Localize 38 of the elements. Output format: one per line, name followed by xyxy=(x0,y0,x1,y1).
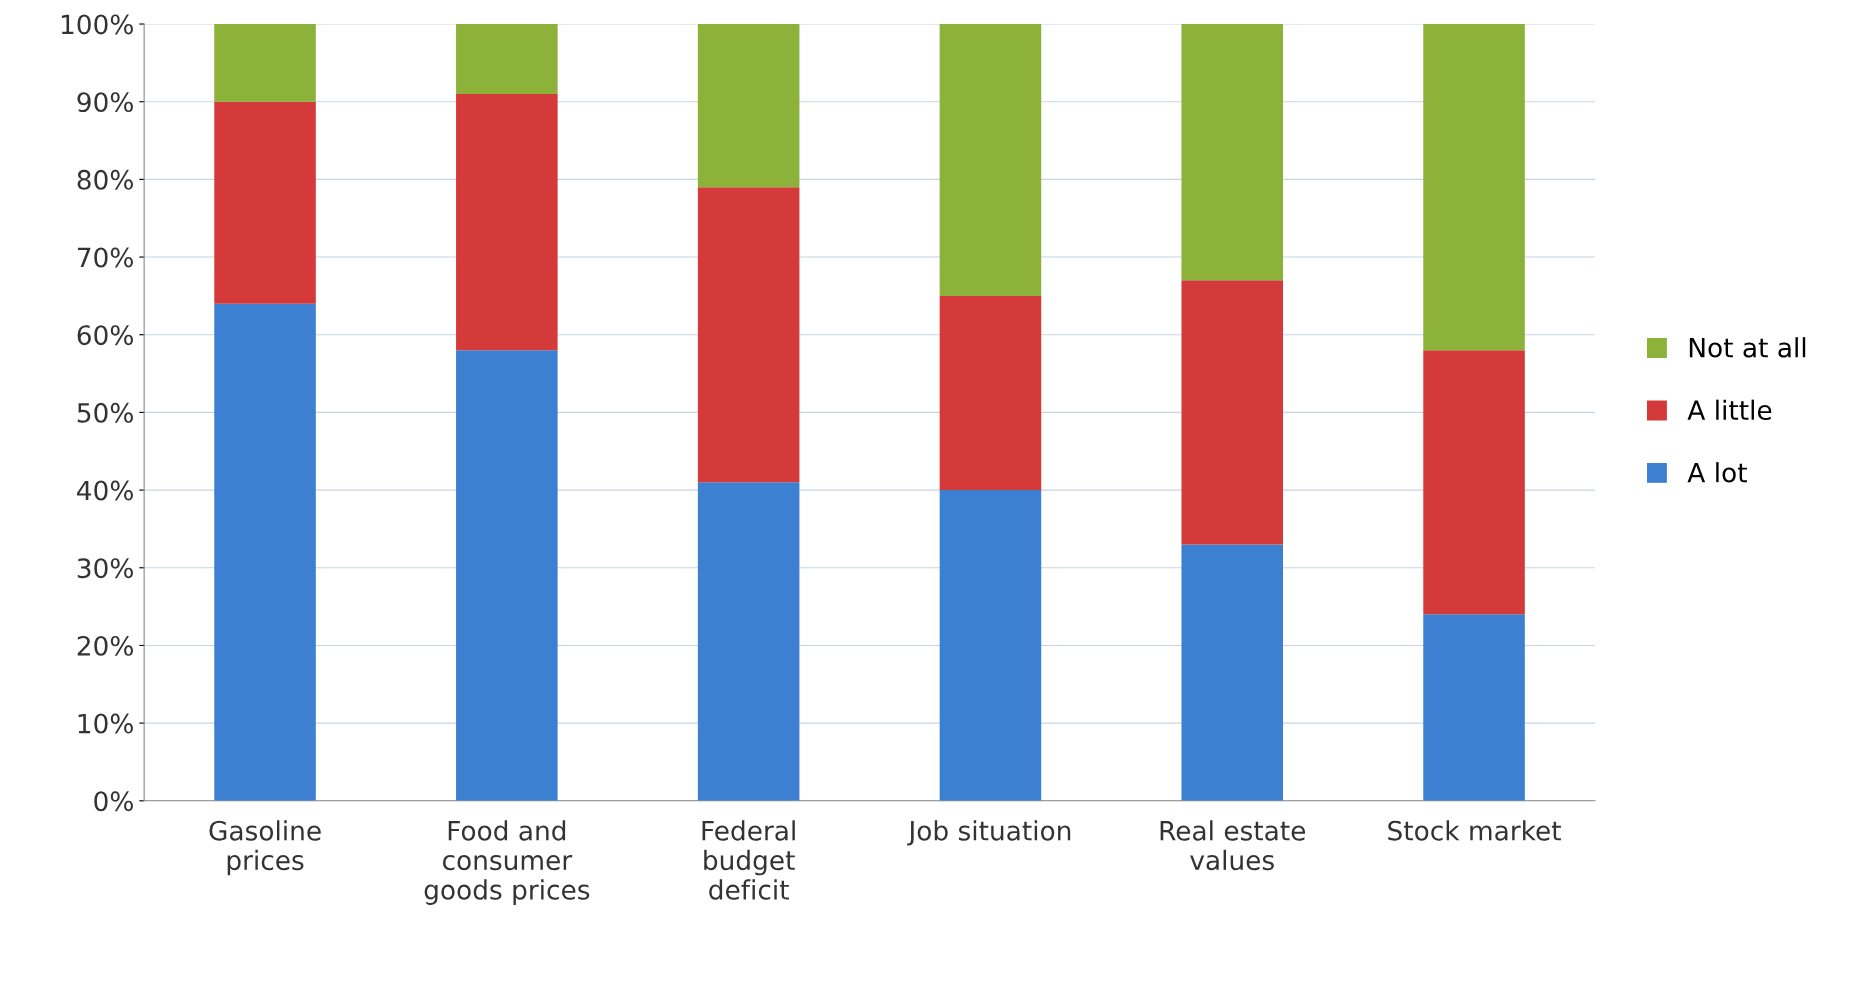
bar xyxy=(697,187,800,483)
bar xyxy=(214,101,316,304)
bar xyxy=(697,482,800,801)
y-tick-label: 0% xyxy=(94,791,133,812)
bar xyxy=(939,24,1042,296)
bar xyxy=(939,490,1042,801)
y-tick-label: 10% xyxy=(78,713,133,734)
y-tick-label: 80% xyxy=(77,169,133,190)
y-tick-label: 50% xyxy=(77,402,133,423)
bar xyxy=(697,24,800,188)
bar xyxy=(1181,544,1284,801)
bar xyxy=(1181,24,1284,281)
x-tick-label: Stock market xyxy=(1388,820,1561,841)
bar xyxy=(214,24,316,102)
x-tick-label: Real estate values xyxy=(1160,820,1306,871)
bar xyxy=(939,295,1042,491)
x-tick-label: Job situation xyxy=(907,820,1071,846)
bar xyxy=(456,350,558,801)
x-tick-label: Food and consumer goods prices xyxy=(424,820,590,905)
bar xyxy=(1423,24,1525,351)
y-tick-label: 70% xyxy=(77,247,133,268)
y-tick-label: 40% xyxy=(77,480,133,501)
bar xyxy=(1181,280,1284,545)
bar xyxy=(456,24,558,94)
y-tick-label: 100% xyxy=(61,14,133,35)
bar xyxy=(1423,614,1525,801)
bar xyxy=(456,93,558,351)
bar xyxy=(1423,350,1525,615)
y-tick-label: 90% xyxy=(77,92,133,113)
legend-label: A lot xyxy=(1687,462,1747,483)
x-tick-label: Gasoline prices xyxy=(209,820,321,876)
y-tick-label: 60% xyxy=(77,325,133,346)
legend-label: A little xyxy=(1687,399,1772,421)
bar xyxy=(214,303,316,801)
x-tick-label: Federal budget deficit xyxy=(702,820,795,900)
y-tick-label: 20% xyxy=(77,635,133,656)
y-tick-label: 30% xyxy=(77,558,133,579)
legend-label: Not at all xyxy=(1689,337,1806,358)
